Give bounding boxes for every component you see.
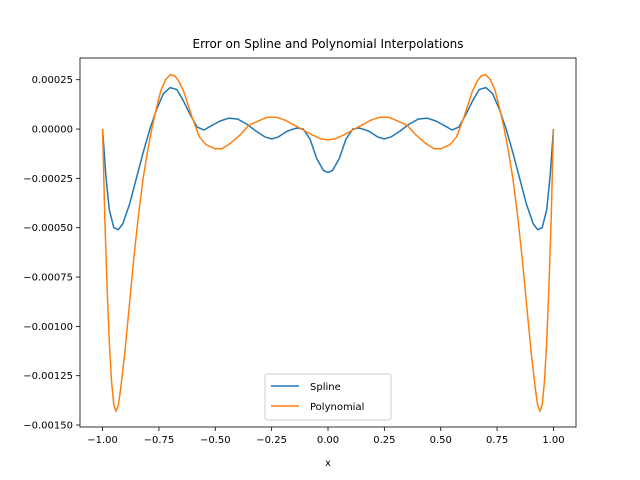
y-tick-label: 0.00000	[32, 125, 73, 136]
x-tick-label: 1.00	[542, 435, 564, 446]
y-tick-label: −0.00025	[23, 174, 73, 185]
x-axis-ticks: −1.00 −0.75 −0.50 −0.25 0.00 0.25 0.50 0.75 1.00	[87, 427, 565, 446]
y-tick-label: −0.00125	[23, 371, 73, 382]
x-axis-label: x	[325, 458, 331, 469]
chart-title: Error on Spline and Polynomial Interpola…	[192, 37, 463, 51]
x-tick-label: −0.50	[200, 435, 231, 446]
x-tick-label: 0.50	[430, 435, 452, 446]
y-tick-label: −0.00075	[23, 273, 73, 284]
y-tick-label: −0.00050	[23, 223, 73, 234]
x-tick-label: 0.25	[373, 435, 395, 446]
x-tick-label: −1.00	[87, 435, 118, 446]
series-line-polynomial	[101, 74, 555, 412]
x-tick-label: 0.00	[317, 435, 339, 446]
x-tick-label: 0.75	[486, 435, 508, 446]
x-tick-label: −0.75	[144, 435, 175, 446]
legend: Spline Polynomial	[264, 373, 392, 421]
series-line-spline	[101, 86, 555, 231]
legend-box	[264, 373, 392, 421]
y-tick-label: −0.00100	[23, 322, 73, 333]
y-tick-label: −0.00150	[23, 421, 73, 432]
y-axis-ticks: 0.00025 0.00000 −0.00025 −0.00050 −0.00075 −0…	[23, 75, 80, 432]
legend-label-spline: Spline	[310, 382, 341, 393]
legend-label-polynomial: Polynomial	[310, 402, 364, 413]
x-tick-label: −0.25	[256, 435, 287, 446]
y-tick-label: 0.00025	[32, 75, 73, 86]
series-layer	[101, 74, 555, 412]
axes-frame	[79, 57, 577, 428]
